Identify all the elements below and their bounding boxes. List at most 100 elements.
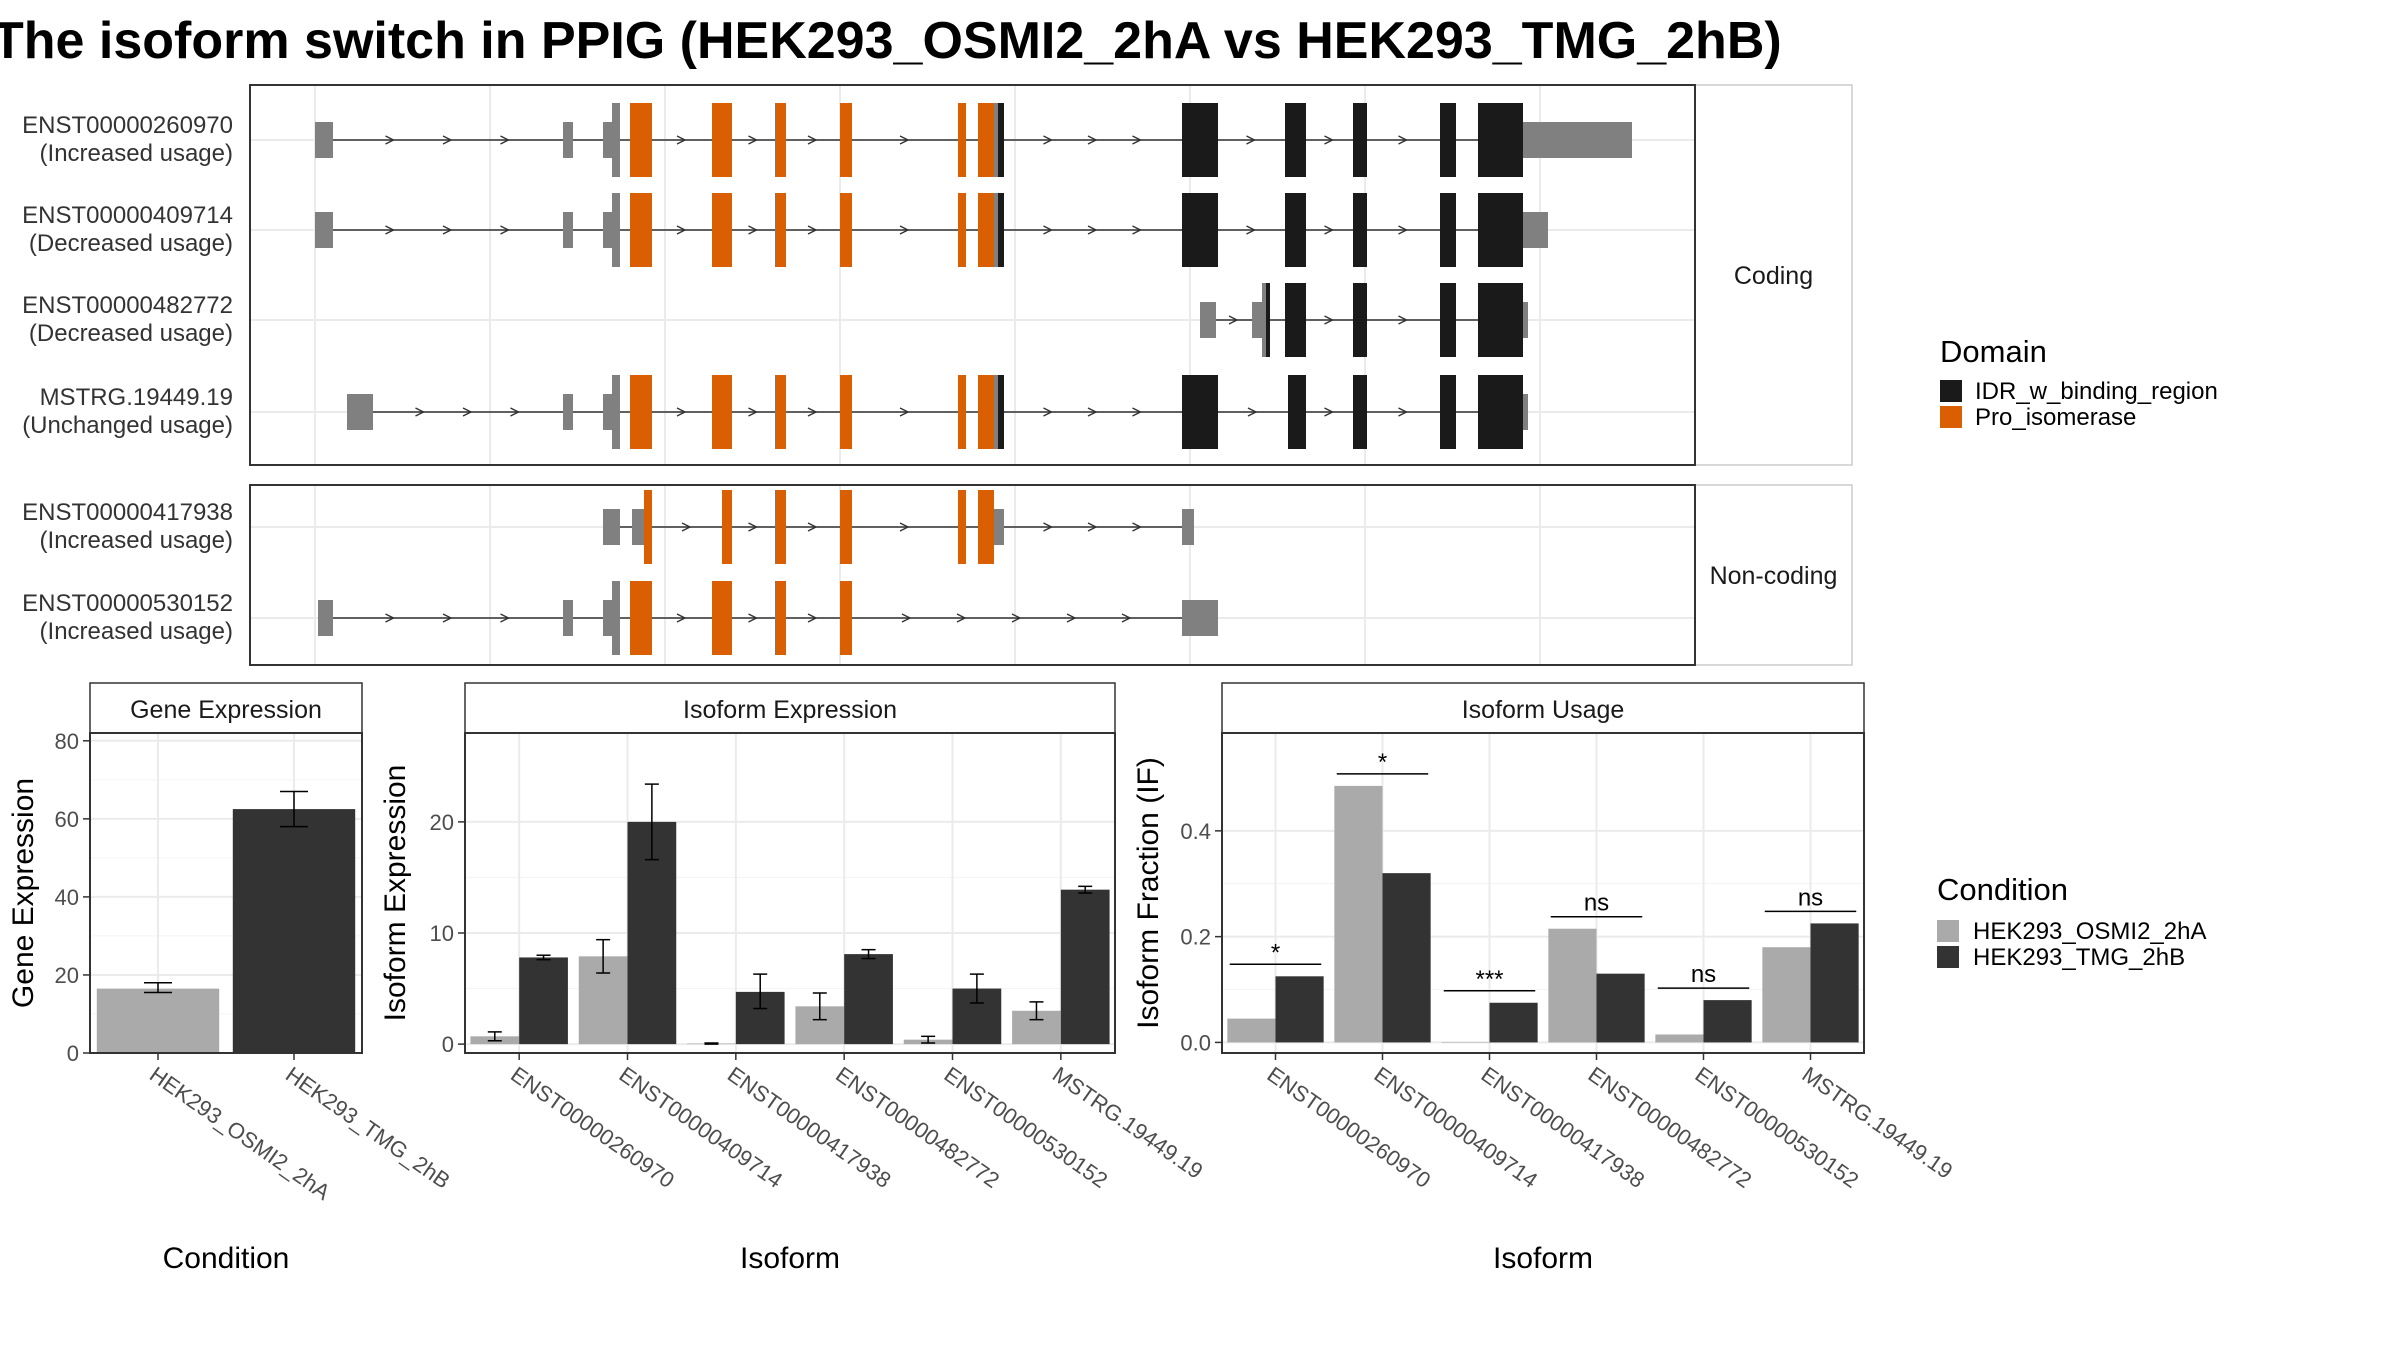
x-axis-title: Condition [163,1242,290,1275]
strand-arrow [1087,407,1098,417]
facet-strip [1694,484,1853,666]
strand-arrow [1011,613,1022,623]
transcript-facet-border [249,484,1696,666]
strand-arrow [1398,315,1409,325]
exon [630,103,652,177]
bar [1441,1042,1490,1043]
exon [775,581,786,655]
strand-arrow [1087,225,1098,235]
strand-arrow [442,613,453,623]
exon [1262,283,1266,357]
chart-strip [89,682,363,734]
strand-arrow [385,613,396,623]
exon [775,103,786,177]
strand-arrow [901,613,912,623]
strand-arrow [1043,225,1054,235]
exon [603,394,612,430]
strand-arrow [1398,407,1409,417]
x-axis-title: Isoform [740,1242,840,1275]
significance-label: * [1271,939,1280,966]
exon [612,581,620,655]
strand-arrow [1246,135,1257,145]
bar [1655,1034,1704,1043]
strand-arrow [442,225,453,235]
bar [1762,947,1811,1043]
strand-arrow [748,522,759,532]
exon [1523,302,1528,338]
exon [994,193,998,267]
exon [1440,283,1456,357]
exon [775,193,786,267]
exon [1266,283,1270,357]
exon [712,375,732,449]
strand-arrow [899,522,910,532]
exon [1523,394,1528,430]
strand-arrow [1132,407,1143,417]
exon [603,600,612,636]
exon [712,193,732,267]
strand-arrow [681,522,692,532]
strand-arrow [1043,135,1054,145]
exon [612,103,620,177]
strand-arrow [1087,135,1098,145]
strand-arrow [1324,315,1335,325]
facet-strip-label: Non-coding [1710,562,1838,590]
bar [1275,976,1324,1043]
exon [1478,375,1523,449]
strand-arrow [1398,225,1409,235]
strand-arrow [956,613,967,623]
strand-arrow [748,135,759,145]
exon [978,490,994,564]
bar-charts: Gene Expression020406080HEK293_OSMI2_2hA… [7,682,1957,1275]
transcript-id-label: ENST00000409714 [22,202,233,229]
exon [1353,103,1367,177]
exon [644,490,652,564]
bar [1227,1018,1276,1043]
strand-arrow [899,135,910,145]
transcript-id-label: MSTRG.19449.19 [40,384,233,411]
exon [347,394,373,430]
bar [1489,1002,1538,1043]
strand-arrow [1246,225,1257,235]
y-tick-label: 20 [430,810,454,835]
exon [603,122,612,158]
exon [775,490,786,564]
exon [994,509,1004,545]
significance-label: *** [1475,966,1503,993]
exon [1288,375,1306,449]
condition-legend-swatch [1937,920,1959,942]
significance-label: ns [1584,890,1609,917]
exon [978,193,994,267]
condition-legend-label: HEK293_OSMI2_2hA [1973,918,2206,945]
strand-arrow [385,225,396,235]
exon [775,375,786,449]
domain-legend-title: Domain [1940,334,2047,369]
exon [1440,375,1456,449]
strand-arrow [500,613,511,623]
exon [840,581,852,655]
bar [1596,973,1645,1043]
exon [1523,212,1548,248]
exon [1200,302,1216,338]
exon [1285,193,1306,267]
transcript-facet-background [250,485,1695,665]
exon [1353,375,1367,449]
bar [1060,889,1110,1045]
y-axis-title: Isoform Fraction (IF) [1132,757,1165,1029]
strand-arrow [748,225,759,235]
significance-label: * [1378,749,1387,776]
exon [1182,509,1194,545]
exon [840,103,852,177]
exon [712,103,732,177]
exon [630,375,652,449]
exon [958,193,966,267]
strand-arrow [807,407,818,417]
strand-arrow [1132,225,1143,235]
exon [1478,193,1523,267]
y-tick-label: 60 [55,807,79,832]
x-axis-title: Isoform [1493,1242,1593,1275]
y-tick-label: 20 [55,963,79,988]
y-tick-label: 0.4 [1180,819,1211,844]
transcript-usage-label: (Decreased usage) [29,230,233,257]
